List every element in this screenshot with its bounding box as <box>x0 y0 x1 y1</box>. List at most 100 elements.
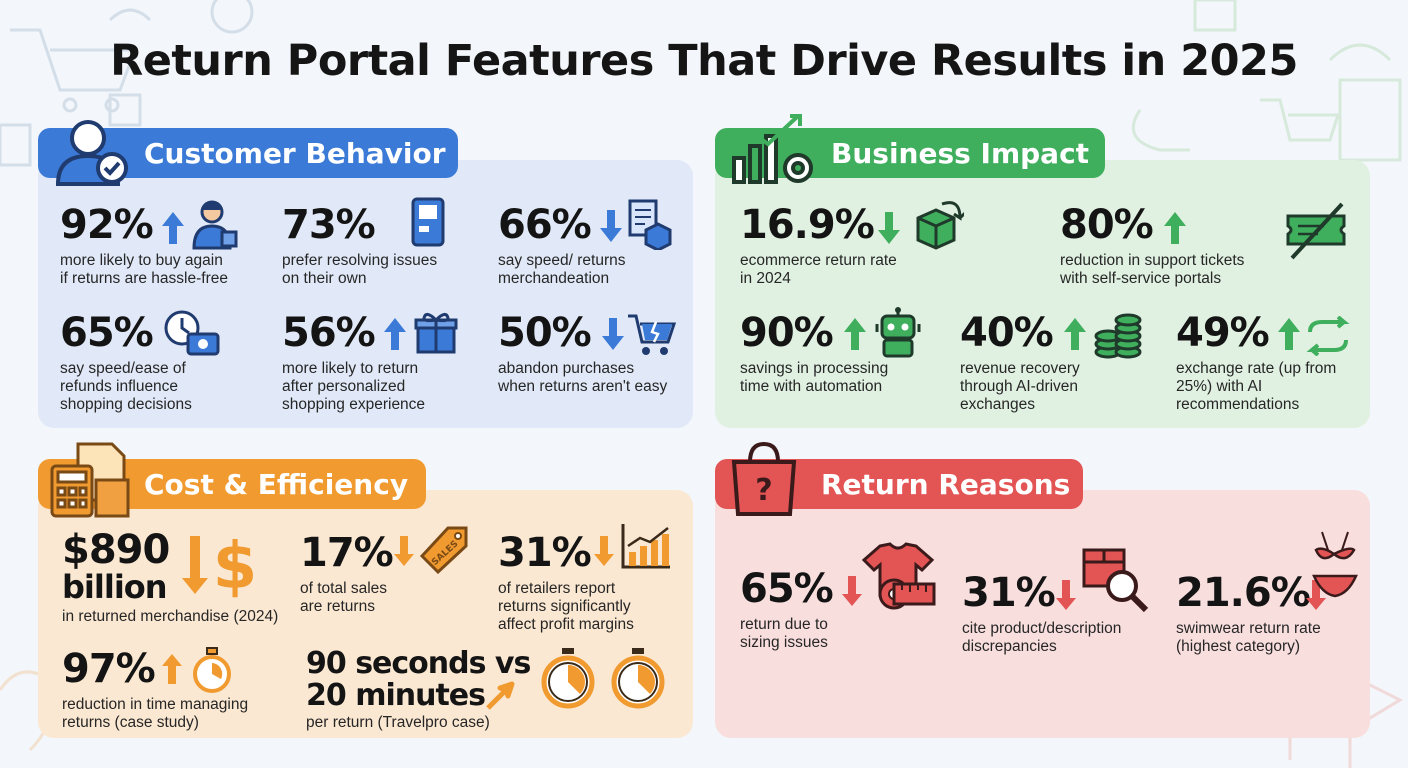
gift-icon <box>414 313 458 354</box>
stat-value: 92% <box>60 202 154 248</box>
trend-up-arrow-icon <box>1164 212 1186 244</box>
shopper-icon <box>192 200 238 250</box>
clock-money-icon <box>164 310 220 356</box>
stat-desc: savings in processing time with automati… <box>740 360 889 395</box>
stat-value: 65% <box>740 566 834 612</box>
stat-40: 40% revenue recovery through AI-driven e… <box>960 310 1080 414</box>
trend-up-arrow-icon <box>1064 318 1086 350</box>
trend-up-arrow-icon <box>844 318 866 350</box>
trend-up-arrow-icon <box>486 681 515 710</box>
stat-desc: of total sales are returns <box>300 580 388 615</box>
question-bag-icon: ? <box>731 441 797 516</box>
return-reasons-title: Return Reasons <box>821 467 1071 501</box>
stat-value-line2: 20 minutes <box>306 678 486 713</box>
stat-value: 66% <box>498 202 592 248</box>
customer-behavior-panel <box>38 160 693 428</box>
svg-text:$: $ <box>213 530 258 598</box>
box-magnifier-icon <box>1082 548 1149 613</box>
stat-desc: say speed/ returns merchandeation <box>498 252 626 287</box>
stat-17: 17% of total sales are returns <box>300 530 394 616</box>
stat-66: 66% say speed/ returns merchandeation <box>498 202 626 288</box>
stat-value: 16.9% <box>740 202 875 248</box>
stat-desc: cite product/description discrepancies <box>962 620 1122 655</box>
trend-down-arrow-icon <box>182 536 208 594</box>
trend-down-arrow-icon <box>878 212 900 244</box>
stat-value: 31% <box>962 570 1056 616</box>
stopwatch-icon <box>193 647 231 693</box>
stat-31-discrepancies: 31% cite product/description discrepanci… <box>962 570 1121 656</box>
stat-desc: more likely to buy again if returns are … <box>60 252 228 287</box>
stat-80: 80% reduction in support tickets with se… <box>1060 202 1244 288</box>
stat-value: 80% <box>1060 202 1154 248</box>
stat-desc: in returned merchandise (2024) <box>62 608 279 625</box>
ticket-crossed-icon <box>1286 202 1346 260</box>
stat-56: 56% more likely to return after personal… <box>282 310 425 414</box>
trend-down-arrow-icon <box>394 536 414 566</box>
stat-value: 17% <box>300 530 394 576</box>
return-box-icon <box>916 201 964 250</box>
two-stopwatches-icon <box>541 648 665 709</box>
stat-desc: reduction in time managing returns (case… <box>62 696 249 731</box>
stat-desc: say speed/ease of refunds influence shop… <box>60 360 192 413</box>
stat-value: 90% <box>740 310 834 356</box>
trend-down-arrow-icon <box>1306 580 1326 610</box>
sales-tag-icon: SALES <box>419 526 468 574</box>
swimwear-icon <box>1312 531 1358 598</box>
stat-65: 65% say speed/ease of refunds influence … <box>60 310 192 414</box>
growth-chart-gear-icon <box>730 114 813 184</box>
stat-value: 40% <box>960 310 1054 356</box>
stat-value: 65% <box>60 310 154 356</box>
stat-desc: more likely to return after personalized… <box>282 360 426 413</box>
cost-efficiency-title: Cost & Efficiency <box>144 467 409 501</box>
return-reasons-panel <box>715 490 1370 738</box>
stat-value: 49% <box>1176 310 1270 356</box>
calculator-documents-icon <box>50 442 130 518</box>
trend-down-arrow-icon <box>594 536 614 566</box>
stat-value: 73% <box>282 202 376 248</box>
trend-down-arrow-icon <box>1056 580 1076 610</box>
stat-desc: abandon purchases when returns aren't ea… <box>498 360 668 395</box>
stat-value: 50% <box>498 310 592 356</box>
stat-50: 50% abandon purchases when returns aren'… <box>498 310 667 396</box>
business-impact-title: Business Impact <box>831 136 1090 170</box>
stat-92: 92% more likely to buy again if returns … <box>60 202 228 288</box>
shirt-tape-icon <box>862 542 936 610</box>
stat-90: 90% savings in processing time with auto… <box>740 310 888 396</box>
coin-stack-icon <box>1094 313 1142 359</box>
stat-desc: prefer resolving issues on their own <box>282 252 438 287</box>
stat-desc: reduction in support tickets with self-s… <box>1060 252 1245 287</box>
trend-up-arrow-icon <box>384 318 406 350</box>
bar-chart-icon <box>621 524 670 569</box>
stat-90-seconds: 90 seconds vs 20 minutes per return (Tra… <box>306 648 531 732</box>
svg-text:?: ? <box>755 473 772 508</box>
customer-behavior-title: Customer Behavior <box>144 136 446 170</box>
stat-890-billion: $890 billion in returned merchandise (20… <box>62 530 278 626</box>
stat-73: 73% prefer resolving issues on their own <box>282 202 437 288</box>
business-impact-header: Business Impact <box>715 128 1105 178</box>
page-title: Return Portal Features That Drive Result… <box>110 36 1298 86</box>
stat-97: 97% reduction in time managing returns (… <box>62 646 248 732</box>
stat-desc: swimwear return rate (highest category) <box>1176 620 1321 655</box>
trend-down-arrow-icon <box>602 318 624 350</box>
stat-value: 31% <box>498 530 592 576</box>
stat-value: 56% <box>282 310 376 356</box>
stat-desc: revenue recovery through AI-driven excha… <box>960 360 1080 413</box>
stat-desc: return due to sizing issues <box>740 616 828 651</box>
trend-up-arrow-icon <box>162 654 182 684</box>
trend-down-arrow-icon <box>842 576 862 606</box>
stat-value: 21.6% <box>1176 570 1311 616</box>
stat-desc: per return (Travelpro case) <box>306 714 490 731</box>
trend-up-arrow-icon <box>1278 318 1300 350</box>
stat-31-cost: 31% of retailers report returns signific… <box>498 530 634 634</box>
kiosk-icon <box>411 197 445 247</box>
stat-desc: ecommerce return rate in 2024 <box>740 252 897 287</box>
stat-49: 49% exchange rate (up from 25%) with AI … <box>1176 310 1336 414</box>
stat-desc: exchange rate (up from 25%) with AI reco… <box>1176 360 1337 413</box>
trend-up-arrow-icon <box>162 212 184 244</box>
stat-value-unit: billion <box>62 568 168 606</box>
exchange-arrows-icon <box>1306 316 1350 356</box>
stat-65-sizing: 65% return due to sizing issues <box>740 566 834 652</box>
robot-icon <box>875 307 921 358</box>
user-check-icon <box>55 120 128 186</box>
stat-value: $890 <box>62 527 170 573</box>
